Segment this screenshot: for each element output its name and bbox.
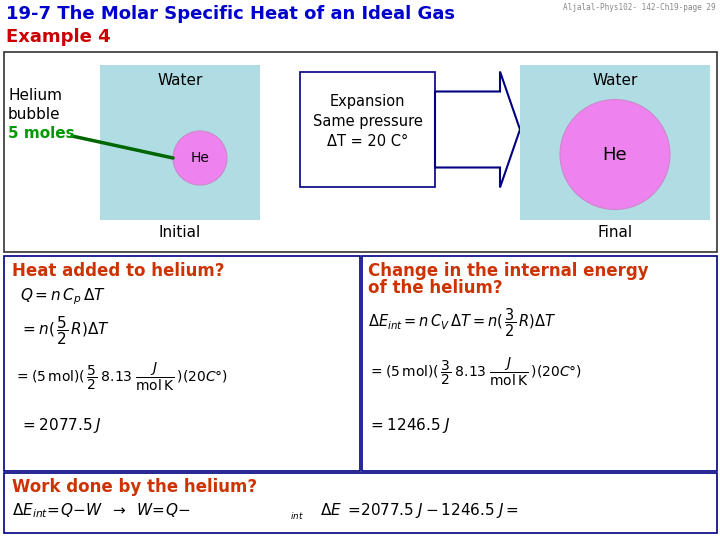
Bar: [362, 256, 717, 471]
Text: Initial: Initial: [159, 225, 201, 240]
Text: Final: Final: [598, 225, 633, 240]
Bar: [4, 473, 717, 533]
Circle shape: [173, 131, 227, 185]
Text: $= 2077.5\;J$: $= 2077.5\;J$: [20, 416, 102, 435]
Circle shape: [560, 99, 670, 210]
Text: $= (5\,\mathrm{mol})(\,\dfrac{5}{2}\;8.13\;\dfrac{J}{\mathrm{mol\,K}}\,)(20C°)$: $= (5\,\mathrm{mol})(\,\dfrac{5}{2}\;8.1…: [14, 361, 228, 393]
Text: Work done by the helium?: Work done by the helium?: [12, 478, 257, 496]
Text: Water: Water: [593, 73, 638, 88]
Text: Helium: Helium: [8, 88, 62, 103]
Text: $_{int}$: $_{int}$: [290, 508, 304, 521]
Text: He: He: [603, 145, 627, 164]
Text: 5 moles: 5 moles: [8, 126, 75, 141]
Bar: [4, 256, 360, 471]
Text: $\Delta E_{int}\!=\!Q\!-\!W\;\;\rightarrow\;\;W\!=\!Q\!-$: $\Delta E_{int}\!=\!Q\!-\!W\;\;\rightarr…: [12, 501, 191, 519]
Text: Aljalal-Phys102- 142-Ch19-page 29: Aljalal-Phys102- 142-Ch19-page 29: [563, 3, 716, 12]
Text: of the helium?: of the helium?: [368, 279, 503, 297]
Text: Change in the internal energy: Change in the internal energy: [368, 262, 649, 280]
Text: He: He: [191, 151, 210, 165]
Text: Expansion: Expansion: [330, 94, 405, 109]
Bar: [520, 65, 710, 220]
Bar: [300, 72, 435, 187]
Text: Same pressure: Same pressure: [312, 114, 423, 129]
Text: $\Delta E_{int} = n\,C_V\,\Delta T = n(\,\dfrac{3}{2}\,R)\Delta T$: $\Delta E_{int} = n\,C_V\,\Delta T = n(\…: [368, 306, 556, 339]
Bar: [4, 52, 717, 252]
Text: 19-7 The Molar Specific Heat of an Ideal Gas: 19-7 The Molar Specific Heat of an Ideal…: [6, 5, 455, 23]
Text: $Q = n\,C_p\,\Delta T$: $Q = n\,C_p\,\Delta T$: [20, 286, 106, 307]
Text: $= 1246.5\;J$: $= 1246.5\;J$: [368, 416, 450, 435]
Text: $= n(\,\dfrac{5}{2}\,R)\Delta T$: $= n(\,\dfrac{5}{2}\,R)\Delta T$: [20, 314, 110, 347]
Text: bubble: bubble: [8, 107, 60, 122]
Text: Example 4: Example 4: [6, 28, 111, 46]
Text: $\Delta E\;=\!2077.5\;J - 1246.5\;J =$: $\Delta E\;=\!2077.5\;J - 1246.5\;J =$: [320, 501, 519, 520]
Text: ΔT = 20 C°: ΔT = 20 C°: [327, 134, 408, 149]
Text: $= (5\,\mathrm{mol})(\,\dfrac{3}{2}\;8.13\;\dfrac{J}{\mathrm{mol\,K}}\,)(20C°)$: $= (5\,\mathrm{mol})(\,\dfrac{3}{2}\;8.1…: [368, 356, 582, 388]
Text: Heat added to helium?: Heat added to helium?: [12, 262, 225, 280]
Text: Water: Water: [157, 73, 203, 88]
Bar: [100, 65, 260, 220]
